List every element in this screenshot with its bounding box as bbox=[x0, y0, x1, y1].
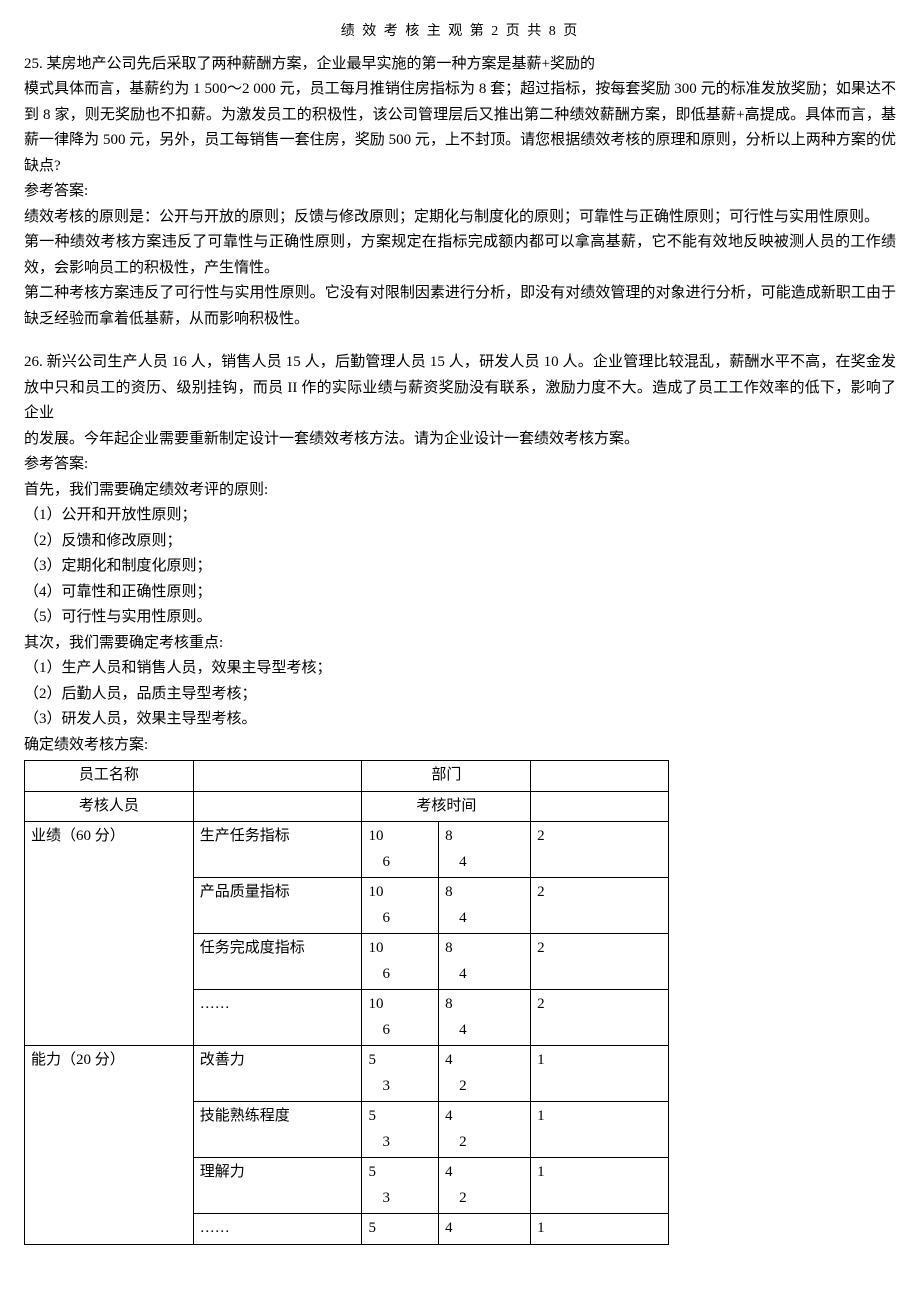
focus-2: （2）后勤人员，品质主导型考核； bbox=[24, 682, 896, 708]
empty-cell bbox=[193, 761, 362, 792]
q25-ans-p3: 第二种考核方案违反了可行性与实用性原则。它没有对限制因素进行分析，即没有对绩效管… bbox=[24, 281, 896, 332]
header-assessor: 考核人员 bbox=[25, 791, 194, 822]
q26-second: 其次，我们需要确定考核重点: bbox=[24, 631, 896, 657]
score-cell: 84 bbox=[439, 822, 531, 878]
empty-cell bbox=[531, 791, 669, 822]
indicator-name: 任务完成度指标 bbox=[193, 934, 362, 990]
q25-line1: 25. 某房地产公司先后采取了两种薪酬方案，企业最早实施的第一种方案是基薪+奖励… bbox=[24, 52, 896, 78]
score-cell: 42 bbox=[439, 1046, 531, 1102]
score-cell: 84 bbox=[439, 990, 531, 1046]
indicator-name: 理解力 bbox=[193, 1158, 362, 1214]
indicator-name: …… bbox=[193, 990, 362, 1046]
section-ability: 能力（20 分） bbox=[25, 1046, 194, 1245]
q26-num: 26. bbox=[24, 354, 47, 370]
score-cell: 42 bbox=[439, 1158, 531, 1214]
indicator-name: …… bbox=[193, 1214, 362, 1245]
score-cell: 42 bbox=[439, 1102, 531, 1158]
question-26: 26. 新兴公司生产人员 16 人，销售人员 15 人，后勤管理人员 15 人，… bbox=[24, 350, 896, 1245]
q25-ans-p2: 第一种绩效考核方案违反了可靠性与正确性原则，方案规定在指标完成额内都可以拿高基薪… bbox=[24, 230, 896, 281]
score-cell: 84 bbox=[439, 878, 531, 934]
q26-answer-label: 参考答案: bbox=[24, 452, 896, 478]
score-cell: 106 bbox=[362, 934, 439, 990]
score-cell: 1 bbox=[531, 1102, 669, 1158]
q26-text1: 新兴公司生产人员 16 人，销售人员 15 人，后勤管理人员 15 人，研发人员… bbox=[24, 354, 896, 421]
q25-num: 25. bbox=[24, 56, 47, 72]
principle-4: （4）可靠性和正确性原则； bbox=[24, 580, 896, 606]
principle-3: （3）定期化和制度化原则； bbox=[24, 554, 896, 580]
q25-answer-label: 参考答案: bbox=[24, 179, 896, 205]
section-performance: 业绩（60 分） bbox=[25, 822, 194, 1046]
table-row: 能力（20 分） 改善力 53 42 1 bbox=[25, 1046, 669, 1102]
score-cell: 2 bbox=[531, 990, 669, 1046]
score-cell: 53 bbox=[362, 1046, 439, 1102]
score-cell: 2 bbox=[531, 878, 669, 934]
q25-line2: 模式具体而言，基薪约为 1 500～2 000 元，员工每月推销住房指标为 8 … bbox=[24, 77, 896, 179]
q25-ans-p1: 绩效考核的原则是：公开与开放的原则；反馈与修改原则；定期化与制度化的原则；可靠性… bbox=[24, 205, 896, 231]
q26-line1: 26. 新兴公司生产人员 16 人，销售人员 15 人，后勤管理人员 15 人，… bbox=[24, 350, 896, 427]
q26-plan: 确定绩效考核方案: bbox=[24, 733, 896, 759]
score-cell: 1 bbox=[531, 1214, 669, 1245]
indicator-name: 产品质量指标 bbox=[193, 878, 362, 934]
principle-5: （5）可行性与实用性原则。 bbox=[24, 605, 896, 631]
focus-1: （1）生产人员和销售人员，效果主导型考核； bbox=[24, 656, 896, 682]
question-25: 25. 某房地产公司先后采取了两种薪酬方案，企业最早实施的第一种方案是基薪+奖励… bbox=[24, 52, 896, 333]
score-cell: 106 bbox=[362, 822, 439, 878]
header-employee: 员工名称 bbox=[25, 761, 194, 792]
score-cell: 5 bbox=[362, 1214, 439, 1245]
header-dept: 部门 bbox=[362, 761, 531, 792]
principle-2: （2）反馈和修改原则； bbox=[24, 529, 896, 555]
header-time: 考核时间 bbox=[362, 791, 531, 822]
score-cell: 2 bbox=[531, 822, 669, 878]
indicator-name: 改善力 bbox=[193, 1046, 362, 1102]
score-cell: 2 bbox=[531, 934, 669, 990]
assessment-table: 员工名称 部门 考核人员 考核时间 业绩（60 分） 生产任务指标 106 84… bbox=[24, 760, 669, 1245]
q26-line2: 的发展。今年起企业需要重新制定设计一套绩效考核方法。请为企业设计一套绩效考核方案… bbox=[24, 427, 896, 453]
page-header: 绩 效 考 核 主 观 第 2 页 共 8 页 bbox=[24, 20, 896, 44]
score-cell: 53 bbox=[362, 1158, 439, 1214]
score-cell: 84 bbox=[439, 934, 531, 990]
principle-1: （1）公开和开放性原则； bbox=[24, 503, 896, 529]
score-cell: 1 bbox=[531, 1158, 669, 1214]
score-cell: 53 bbox=[362, 1102, 439, 1158]
q26-first: 首先，我们需要确定绩效考评的原则: bbox=[24, 478, 896, 504]
score-cell: 1 bbox=[531, 1046, 669, 1102]
table-row: 员工名称 部门 bbox=[25, 761, 669, 792]
indicator-name: 生产任务指标 bbox=[193, 822, 362, 878]
score-cell: 106 bbox=[362, 878, 439, 934]
score-cell: 4 bbox=[439, 1214, 531, 1245]
q25-text1: 某房地产公司先后采取了两种薪酬方案，企业最早实施的第一种方案是基薪+奖励的 bbox=[47, 56, 595, 72]
table-row: 考核人员 考核时间 bbox=[25, 791, 669, 822]
empty-cell bbox=[531, 761, 669, 792]
empty-cell bbox=[193, 791, 362, 822]
score-cell: 106 bbox=[362, 990, 439, 1046]
focus-3: （3）研发人员，效果主导型考核。 bbox=[24, 707, 896, 733]
table-row: 业绩（60 分） 生产任务指标 106 84 2 bbox=[25, 822, 669, 878]
indicator-name: 技能熟练程度 bbox=[193, 1102, 362, 1158]
